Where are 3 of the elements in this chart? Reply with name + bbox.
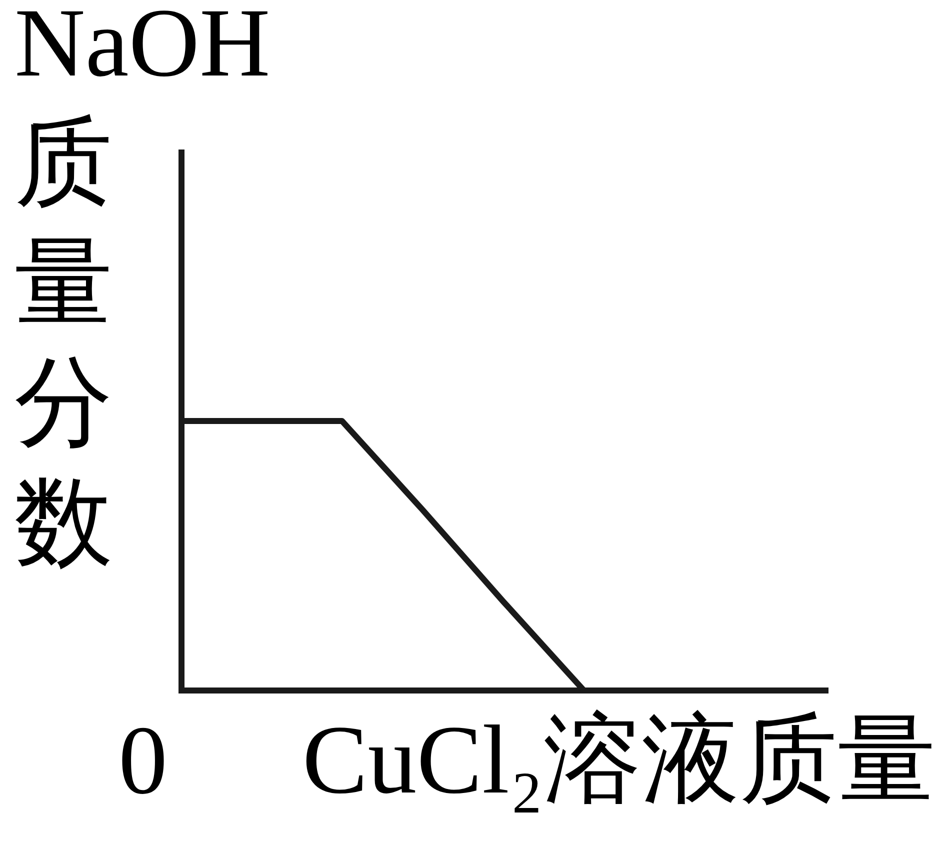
x-axis-title: CuCl₂溶液质量 — [302, 706, 936, 814]
y-axis-title: NaOH质量分数 — [14, 0, 270, 578]
text: 0 — [118, 707, 168, 815]
